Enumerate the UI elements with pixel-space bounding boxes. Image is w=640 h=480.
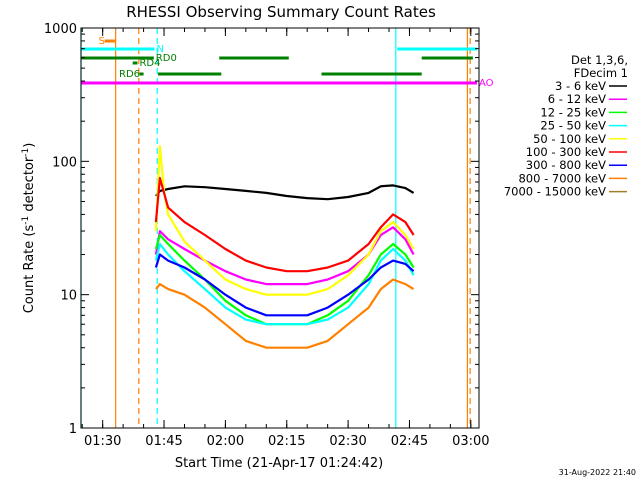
legend-entry-label: 800 - 7000 keV [518,171,606,185]
legend-entry-label: 25 - 50 keV [540,119,606,133]
y-tick-label: 100 [52,155,77,170]
series-line [154,176,415,273]
legend-entry-label: 3 - 6 keV [555,79,606,93]
chart-title: RHESSI Observing Summary Count Rates [126,3,436,21]
y-axis-title-end: ) [22,143,37,148]
series-line [154,253,415,317]
flag-label: RD4 [139,58,160,69]
series-line [155,184,415,201]
x-tick-label: 02:45 [391,434,428,449]
y-tick-label: 1000 [44,22,77,37]
legend-entry-label: 12 - 25 keV [540,105,606,119]
y-axis-title-main: Count Rate (s [22,225,37,314]
flag-label: N [156,44,163,55]
x-tick-label: 01:30 [84,434,121,449]
y-tick-label: 10 [60,289,77,304]
flag-label: S [99,36,105,47]
y-tick-label: 1 [69,422,77,437]
legend-entry-label: 100 - 300 keV [526,145,606,159]
y-axis-title-sup1: -1 [21,216,31,225]
footer-timestamp: 31-Aug-2022 21:40 [559,468,636,477]
series-line [155,278,415,349]
flag-label: RD0 [156,53,177,64]
y-axis-title-sup2: -1 [21,148,31,157]
legend-entry-label: 50 - 100 keV [533,132,606,146]
series-line [154,226,415,286]
flag-label: RD6 [119,69,140,80]
y-axis-title: Count Rate (s-1 detector-1) [21,143,37,314]
series-line [154,145,415,296]
x-tick-label: 02:15 [268,434,305,449]
legend-entry-label: 7000 - 15000 keV [504,185,606,199]
legend-header-2: FDecim 1 [574,66,628,80]
legend-entry-label: 6 - 12 keV [548,92,606,106]
x-tick-label: 02:30 [329,434,366,449]
y-axis-title-mid: detector [22,156,37,216]
plot-frame [80,27,480,429]
legend-entry-label: 300 - 800 keV [526,158,606,172]
x-tick-label: 02:00 [207,434,244,449]
flag-label: AO [479,78,494,89]
y-axis-ticks: 1 10 100 1000 [44,22,479,437]
x-tick-label: 03:00 [452,434,489,449]
x-tick-label: 01:45 [145,434,182,449]
x-axis-title: Start Time (21-Apr-17 01:24:42) [175,456,383,471]
series-lines [154,145,415,349]
x-axis-ticks: 01:30 01:45 02:00 02:15 02:30 02:45 03:00 [81,28,490,449]
legend-header-1: Det 1,3,6, [571,53,628,67]
